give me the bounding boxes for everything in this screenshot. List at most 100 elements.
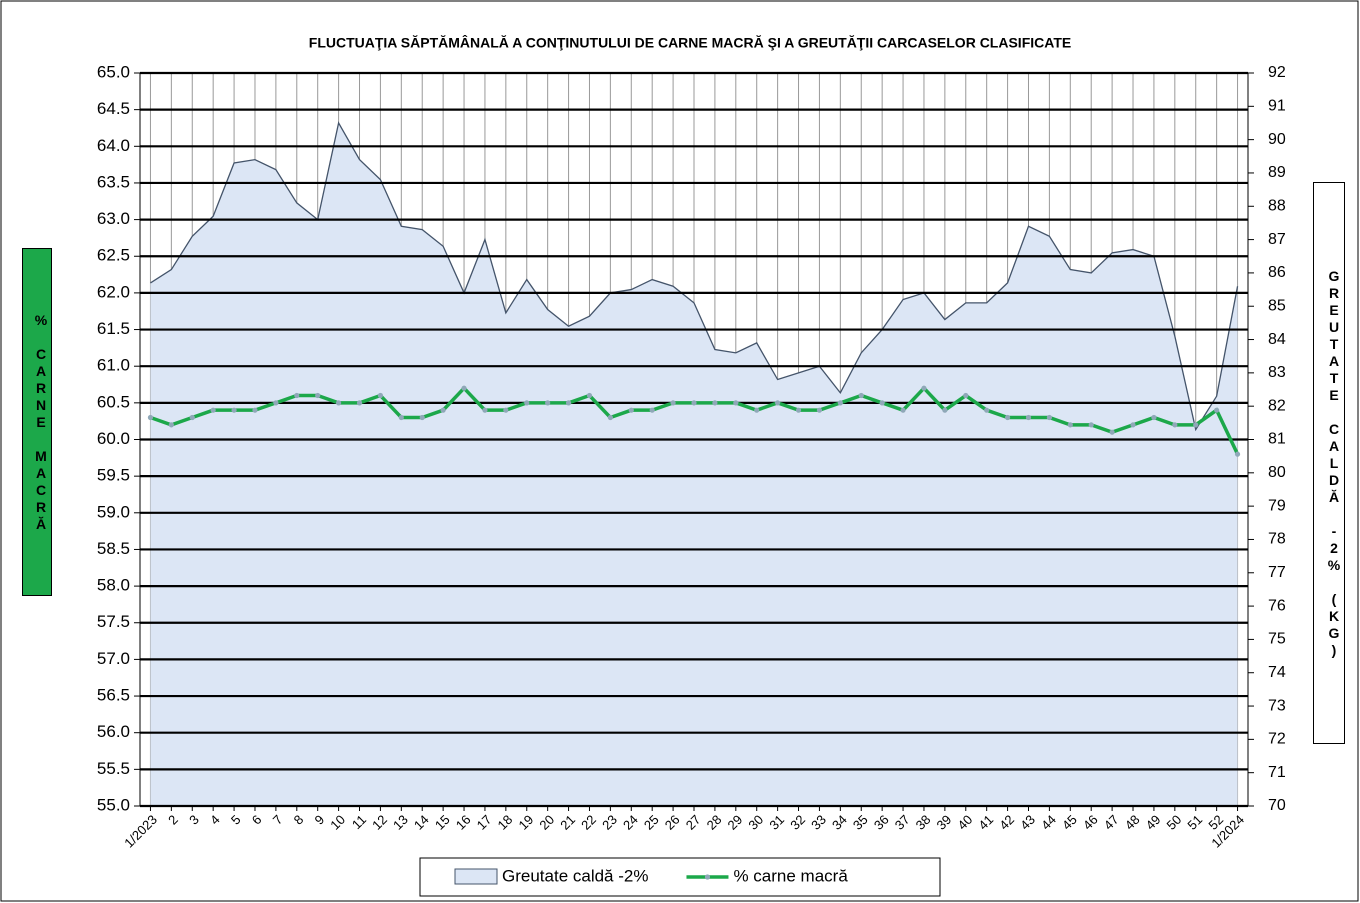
marker [231,407,237,413]
marker [565,400,572,406]
marker [1025,414,1032,421]
marker [691,400,697,406]
marker [963,392,969,399]
y-tick-label: 62.5 [97,246,130,265]
y2-tick-label: 77 [1268,564,1286,581]
x-tick-label: 29 [725,812,746,833]
y-tick-label: 62.0 [97,282,130,301]
y-tick-label: 60.5 [97,392,130,411]
marker [879,400,885,406]
y2-axis-label: GREUTATE CALDĂ -2% (KG) [1313,182,1345,744]
y2-tick-label: 89 [1268,164,1286,181]
marker [315,392,321,399]
x-tick-label: 50 [1164,812,1185,833]
legend-label: Greutate caldă -2% [502,866,648,885]
y2-tick-label: 88 [1268,197,1286,214]
marker [586,392,593,399]
y2-tick-label: 72 [1268,731,1286,748]
y-tick-label: 57.5 [97,612,130,631]
x-tick-label: 30 [745,812,766,833]
x-tick-label: 7 [270,812,286,828]
x-tick-label: 33 [808,812,829,833]
y-tick-label: 56.0 [97,722,130,741]
x-tick-label: 21 [557,812,578,833]
marker [733,400,739,406]
x-tick-label: 6 [249,812,265,828]
y2-tick-label: 82 [1268,397,1286,414]
legend-label: % carne macră [733,866,848,885]
y2-tick-label: 73 [1268,697,1286,714]
chart-title: FLUCTUAŢIA SĂPTĂMÂNALĂ A CONŢINUTULUI DE… [309,34,1071,51]
marker [1151,414,1157,421]
marker [273,400,279,406]
marker [1193,422,1199,428]
y2-tick-label: 74 [1268,664,1286,681]
marker [984,407,990,413]
x-tick-label: 22 [578,812,599,833]
y-tick-label: 58.0 [97,576,130,595]
marker [147,414,154,421]
x-tick-label: 4 [207,812,223,828]
x-tick-label: 40 [954,812,975,833]
marker [377,392,384,399]
y-tick-label: 63.5 [97,172,130,191]
x-tick-label: 3 [186,812,202,828]
marker [1130,422,1136,428]
x-tick-label: 41 [975,812,996,833]
y2-tick-label: 75 [1268,631,1286,648]
y-tick-label: 57.0 [97,649,130,668]
marker [210,407,216,413]
x-tick-label: 11 [349,812,369,832]
x-tick-label: 37 [892,812,913,833]
marker [294,392,300,399]
marker [1004,414,1011,421]
marker [1046,414,1052,421]
x-tick-label: 25 [641,812,662,833]
marker [1214,407,1220,413]
x-tick-label: 16 [453,812,474,833]
marker [942,407,948,413]
x-tick-label: 36 [871,812,892,833]
x-tick-label: 2 [165,812,181,828]
legend-marker [704,874,711,880]
x-tick-label: 42 [996,812,1017,833]
marker [754,407,760,413]
y2-tick-label: 83 [1268,364,1286,381]
x-tick-label: 39 [934,812,955,833]
x-tick-label: 20 [536,812,557,833]
x-tick-label: 51 [1184,812,1205,833]
x-tick-label: 49 [1143,812,1164,833]
marker [419,414,425,421]
x-tick-label: 35 [850,812,871,833]
marker [252,407,258,413]
marker [775,400,781,406]
x-tick-label: 44 [1038,812,1059,833]
x-tick-label: 32 [787,812,808,833]
x-tick-label: 10 [327,812,348,833]
marker [1109,429,1115,435]
marker [1172,422,1178,428]
y-tick-label: 65.0 [97,62,130,81]
x-tick-label: 12 [369,812,390,833]
y2-tick-label: 71 [1268,764,1286,781]
y2-tick-label: 86 [1268,264,1286,281]
x-tick-label: 26 [662,812,683,833]
y-axis-label: % CARNE MACRĂ [22,248,52,596]
marker [336,400,342,406]
y2-tick-label: 90 [1268,131,1286,148]
marker [503,407,509,413]
y2-tick-label: 79 [1268,497,1286,514]
x-tick-label: 28 [704,812,725,833]
y-tick-label: 55.0 [97,795,130,814]
marker [649,407,655,413]
x-tick-label: 34 [829,812,850,833]
marker [628,407,634,413]
y2-tick-label: 85 [1268,297,1286,314]
marker [1088,422,1094,428]
legend-swatch [454,868,498,885]
x-tick-label: 48 [1122,812,1143,833]
marker [670,400,676,406]
x-tick-label: 27 [683,812,704,833]
